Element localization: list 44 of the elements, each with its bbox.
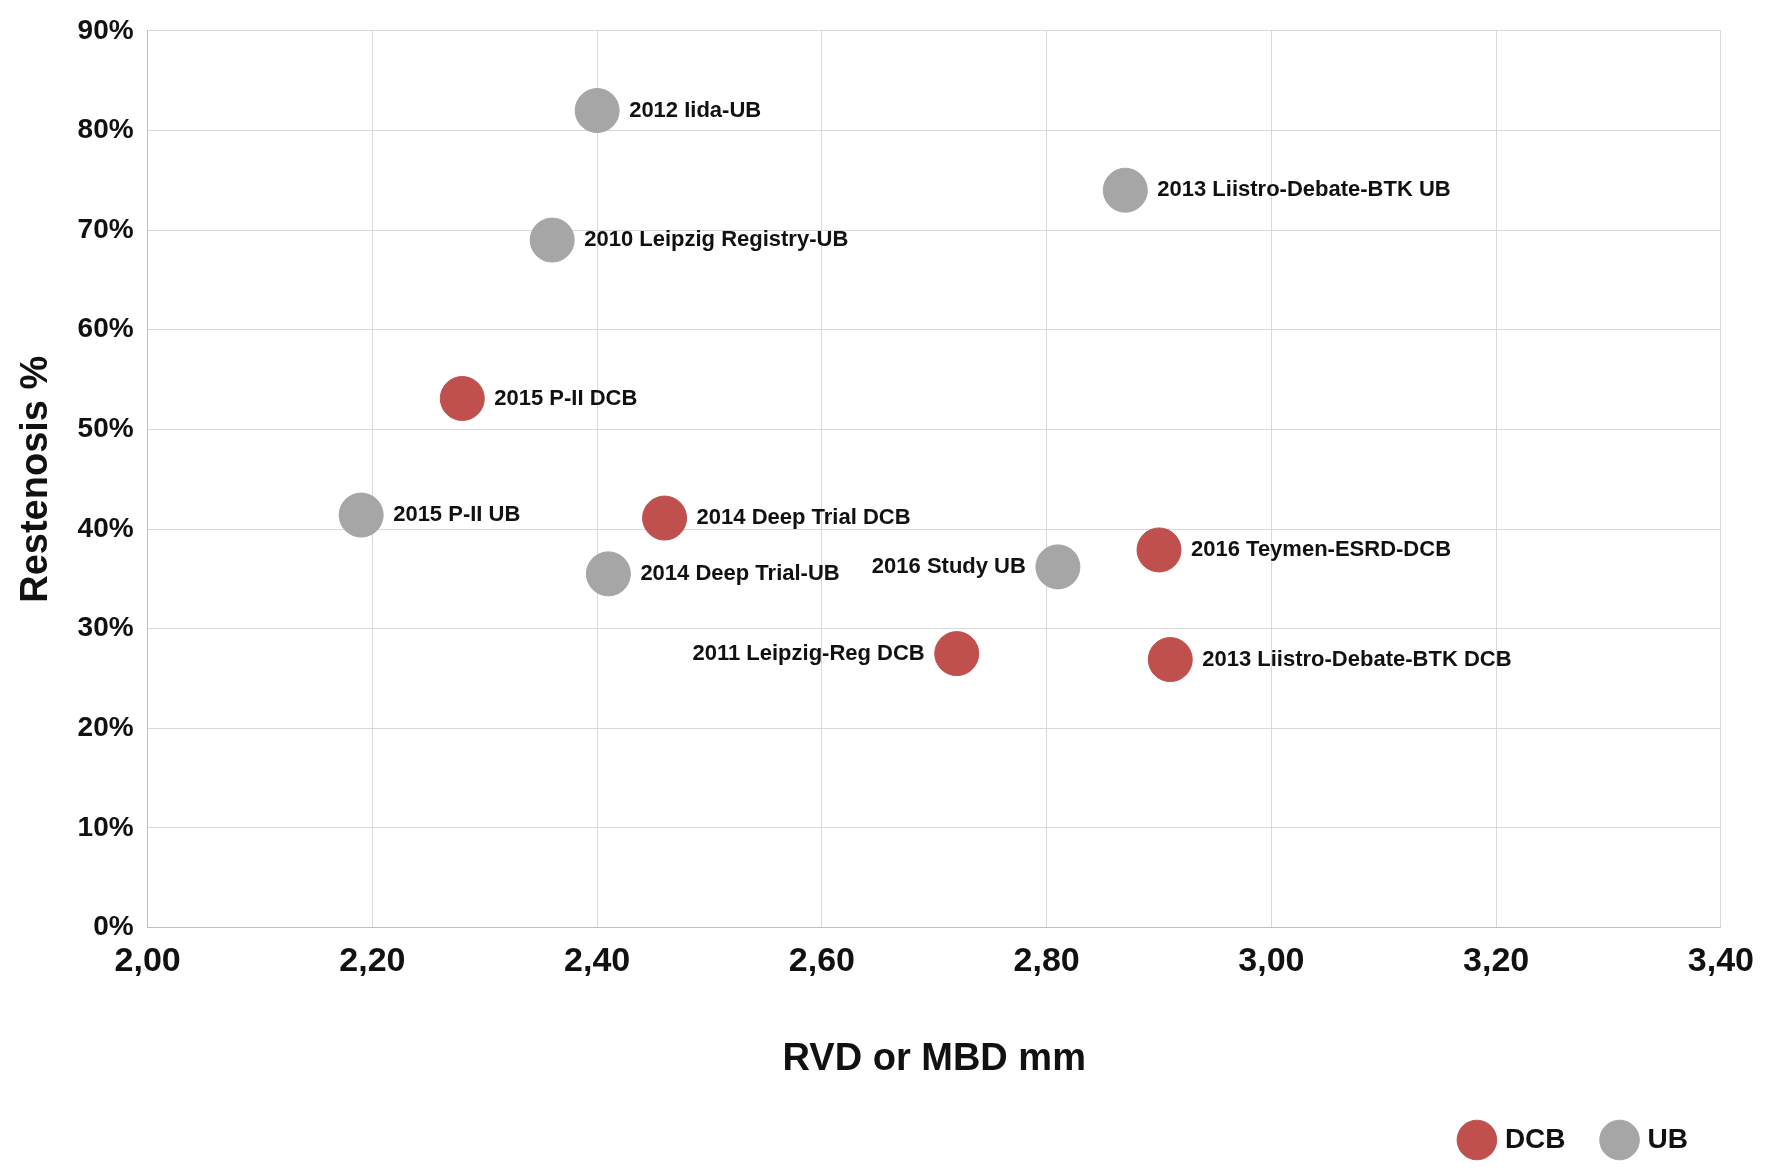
annotation: 2016 Study UB (871, 552, 1026, 578)
annotation: 2015 P-II DCB (494, 384, 638, 410)
legend-label: DCB (1504, 1122, 1566, 1154)
legend-label: UB (1647, 1122, 1689, 1154)
point (439, 375, 485, 421)
point (1102, 167, 1148, 213)
annotation: 2015 P-II UB (393, 501, 521, 527)
point (642, 495, 688, 541)
y-tick-label: 90% (77, 13, 134, 45)
x-tick-label: 2,80 (1013, 940, 1080, 979)
x-tick-label: 3,00 (1238, 940, 1305, 979)
x-tick-label: 3,40 (1687, 940, 1755, 979)
point (1136, 527, 1182, 573)
y-axis-title: Restenosis % (13, 355, 56, 603)
point (1035, 544, 1081, 590)
point (529, 217, 575, 263)
y-tick-label: 30% (77, 611, 134, 643)
y-tick-label: 80% (77, 113, 134, 145)
x-tick-label: 2,00 (114, 940, 181, 979)
annotation: 2013 Liistro-Debate-BTK DCB (1202, 645, 1512, 671)
x-tick-label: 2,40 (564, 940, 631, 979)
y-tick-label: 0% (93, 910, 134, 942)
annotation: 2012 Iida-UB (629, 96, 762, 122)
annotation: 2011 Leipzig-Reg DCB (692, 639, 925, 665)
point (1147, 637, 1193, 683)
annotation: 2016 Teymen-ESRD-DCB (1191, 536, 1452, 562)
y-tick-label: 10% (77, 810, 134, 842)
point (585, 551, 631, 597)
x-axis-title: RVD or MBD mm (782, 1035, 1086, 1078)
y-tick-label: 20% (77, 711, 134, 743)
annotation: 2010 Leipzig Registry-UB (584, 226, 849, 252)
point (934, 631, 980, 677)
annotation: 2013 Liistro-Debate-BTK UB (1157, 176, 1451, 202)
y-tick-label: 50% (77, 412, 134, 444)
point (574, 88, 620, 134)
annotation: 2014 Deep Trial DCB (696, 504, 911, 530)
x-tick-label: 2,20 (339, 940, 406, 979)
y-tick-label: 40% (77, 511, 134, 543)
y-tick-label: 60% (77, 312, 134, 344)
annotation: 2014 Deep Trial-UB (640, 559, 840, 585)
x-tick-label: 3,20 (1463, 940, 1530, 979)
x-tick-label: 2,60 (788, 940, 855, 979)
y-tick-label: 70% (77, 212, 134, 244)
point (338, 492, 384, 538)
